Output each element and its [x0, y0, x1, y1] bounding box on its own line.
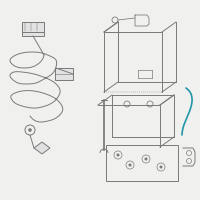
Bar	[22, 32, 44, 36]
Circle shape	[160, 166, 162, 168]
Polygon shape	[34, 142, 50, 154]
Circle shape	[28, 128, 32, 132]
Circle shape	[144, 158, 148, 160]
Circle shape	[116, 154, 120, 156]
Bar	[106, 145, 178, 181]
Bar	[22, 22, 44, 32]
Bar	[55, 68, 73, 80]
Circle shape	[128, 164, 132, 166]
